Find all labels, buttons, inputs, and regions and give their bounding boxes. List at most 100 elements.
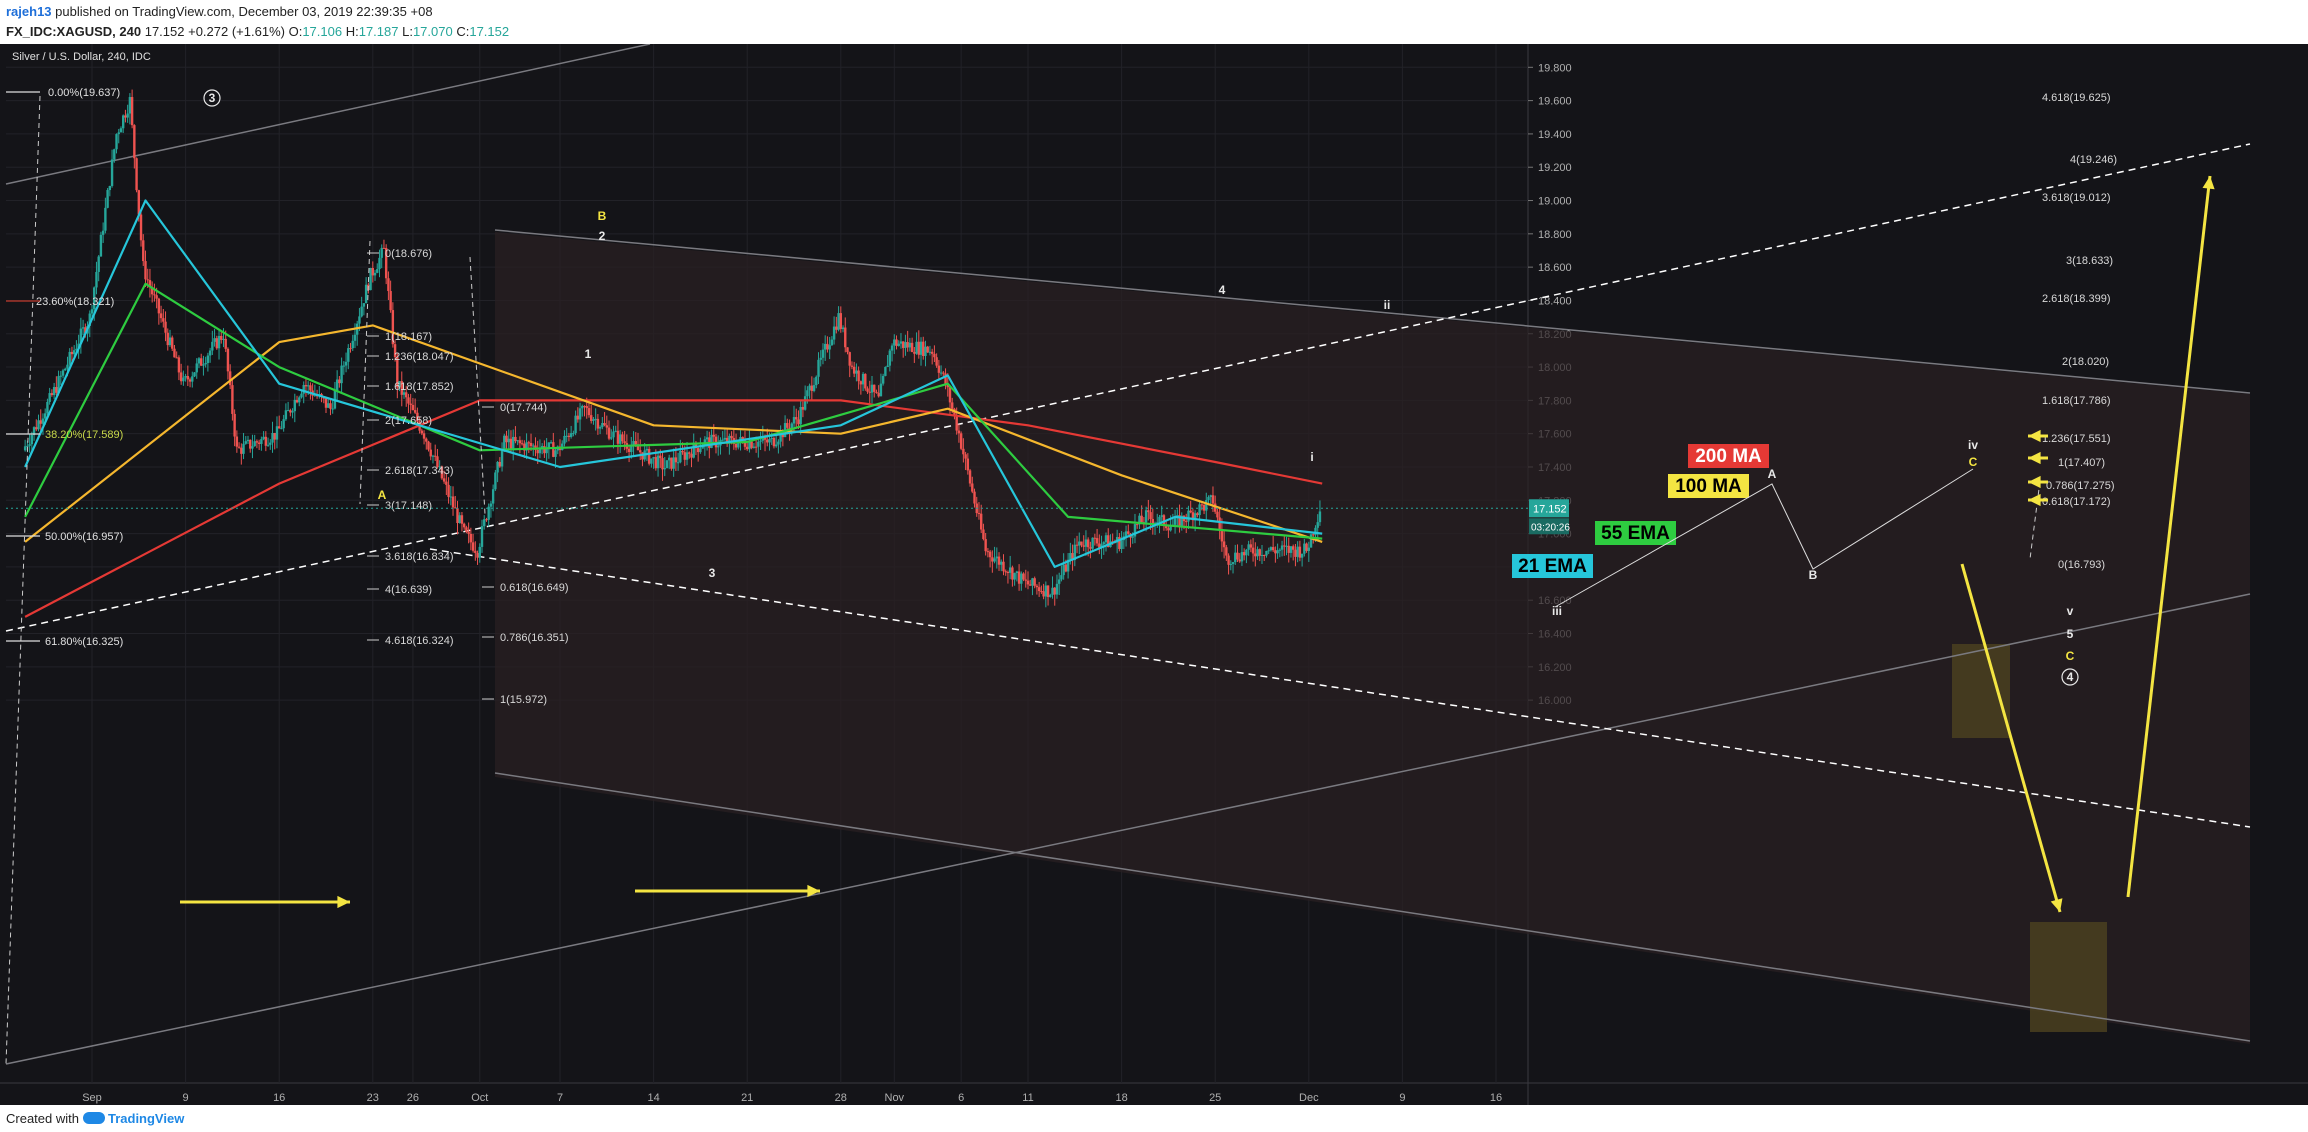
candle-body xyxy=(249,439,252,449)
candle-body xyxy=(509,438,513,450)
candle-body xyxy=(1240,552,1244,562)
candle-body xyxy=(973,491,976,504)
candle-body xyxy=(812,385,816,391)
candle-body xyxy=(810,385,814,391)
candle-body xyxy=(532,445,535,447)
candle-body xyxy=(585,406,588,409)
candle-body xyxy=(554,450,557,457)
candle-body xyxy=(306,385,310,387)
candle-body xyxy=(527,442,530,444)
candle-body xyxy=(1292,546,1295,550)
candle-body xyxy=(563,435,566,444)
candle-body xyxy=(1156,522,1159,524)
candle-body xyxy=(240,447,243,454)
candle-body xyxy=(124,115,127,118)
candle-body xyxy=(186,375,190,380)
candle-body xyxy=(993,558,996,562)
tradingview-brand[interactable]: TradingView xyxy=(107,1111,185,1126)
candle-body xyxy=(449,496,452,498)
candle-body xyxy=(75,348,78,351)
candle-body xyxy=(273,432,276,440)
fib-label-mid: 3(17.148) xyxy=(385,500,432,512)
candle-body xyxy=(1202,504,1206,511)
candle-body xyxy=(1307,547,1310,551)
candle-body xyxy=(425,438,428,442)
candle-body xyxy=(846,347,849,353)
fib-guide-line xyxy=(359,240,371,505)
candle-body xyxy=(451,496,455,508)
candle-body xyxy=(748,441,751,450)
candle-body xyxy=(1249,544,1253,548)
candle-body xyxy=(153,294,156,296)
candle-body xyxy=(351,340,354,349)
arrow-down xyxy=(1960,563,2062,913)
candle-body xyxy=(948,387,952,403)
candle-body xyxy=(980,513,983,530)
candle-body xyxy=(549,442,553,444)
candle-body xyxy=(766,439,769,443)
candle-body xyxy=(1031,578,1034,586)
candle-body xyxy=(494,472,497,490)
candle-body xyxy=(1084,539,1088,547)
candle-body xyxy=(877,392,880,397)
candle-body xyxy=(627,448,631,452)
candle-body xyxy=(420,430,424,434)
chart-area[interactable]: 20.00019.80019.60019.40019.20019.00018.8… xyxy=(0,44,2308,1105)
candle-body xyxy=(456,508,459,523)
candle-body xyxy=(57,376,60,393)
candle-body xyxy=(652,457,655,459)
candle-body xyxy=(344,361,348,366)
wave-label: 3 xyxy=(209,91,216,105)
candle-body xyxy=(70,351,74,355)
candle-body xyxy=(30,435,34,445)
x-tick-label: 28 xyxy=(835,1092,847,1104)
candle-body xyxy=(505,435,508,443)
fib-label-mid: 0(18.676) xyxy=(385,248,432,260)
candle-body xyxy=(478,546,481,558)
fib-label-mid: 1(18.167) xyxy=(385,331,432,343)
candle-body xyxy=(661,458,664,470)
countdown-label: 03:20:26 xyxy=(1531,522,1570,533)
candle-body xyxy=(937,365,941,373)
candle-body xyxy=(1211,495,1215,504)
candle-body xyxy=(1169,526,1172,531)
candle-body xyxy=(866,388,869,392)
candle-body xyxy=(850,365,854,367)
candle-body xyxy=(844,327,847,348)
candle-body xyxy=(841,327,845,330)
candle-body xyxy=(458,515,461,523)
candle-body xyxy=(614,430,617,432)
candle-body xyxy=(324,398,328,408)
candle-body xyxy=(177,357,181,373)
candle-body xyxy=(422,433,426,439)
wave-label: iv xyxy=(1968,438,1978,452)
candle-body xyxy=(507,438,510,443)
candle-body xyxy=(500,449,504,467)
candle-body xyxy=(955,415,958,431)
candle-body xyxy=(298,397,301,403)
candle-body xyxy=(1089,547,1092,549)
candle-body xyxy=(884,367,887,376)
candle-body xyxy=(39,420,42,424)
candle-body xyxy=(400,381,403,395)
chart-canvas[interactable]: 20.00019.80019.60019.40019.20019.00018.8… xyxy=(0,44,2308,1105)
candle-body xyxy=(331,408,334,410)
candle-body xyxy=(1269,547,1273,551)
candle-body xyxy=(55,387,58,393)
candle-body xyxy=(146,279,149,281)
candle-body xyxy=(1225,547,1228,556)
candle-body xyxy=(106,190,109,208)
candle-body xyxy=(852,366,856,374)
candle-body xyxy=(665,460,669,469)
candle-body xyxy=(59,375,62,377)
ma-line-100-ma xyxy=(24,324,1323,543)
candle-body xyxy=(50,393,54,396)
candle-body xyxy=(621,434,624,442)
candle-body xyxy=(193,372,196,377)
candle-body xyxy=(442,478,446,482)
candle-body xyxy=(1274,550,1277,554)
candle-body xyxy=(1287,545,1290,553)
candle-body xyxy=(217,335,221,349)
author-link[interactable]: rajeh13 xyxy=(6,4,52,19)
x-tick-label: 23 xyxy=(367,1092,379,1104)
